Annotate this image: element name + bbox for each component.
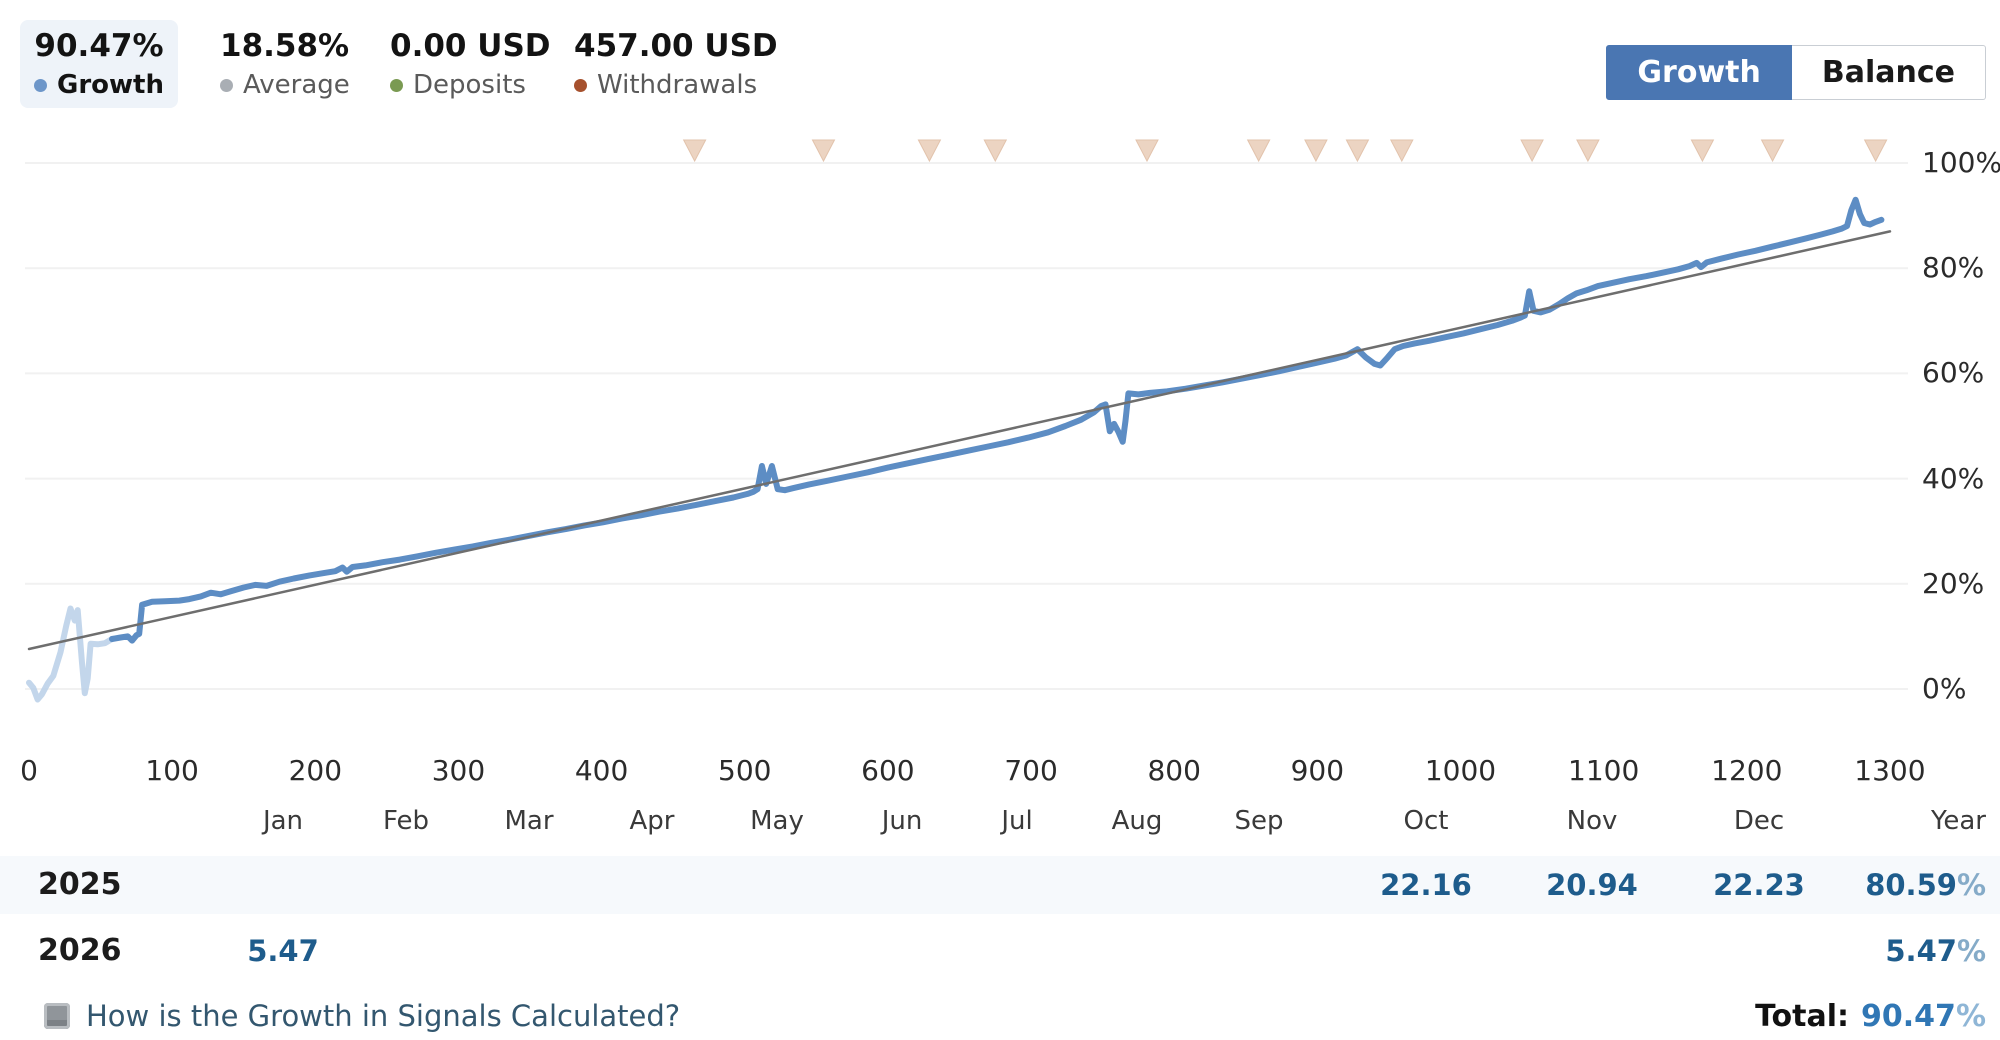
x-tick-400: 400 bbox=[574, 754, 629, 787]
stat-legend: Withdrawals bbox=[574, 70, 778, 100]
month-label-aug: Aug bbox=[1111, 806, 1163, 836]
month-label-oct: Oct bbox=[1403, 806, 1449, 836]
month-label-apr: Apr bbox=[629, 806, 675, 836]
total-label: Total: bbox=[1755, 998, 1850, 1034]
growth-tab-button[interactable]: Growth bbox=[1606, 45, 1792, 100]
stat-value: 90.47% bbox=[34, 28, 164, 64]
stats-row: 90.47% Growth 18.58% Average 0.00 USD Deposit… bbox=[0, 0, 1700, 110]
month-label-feb: Feb bbox=[382, 806, 430, 836]
cell-2026-jan: 5.47 bbox=[247, 934, 319, 968]
x-tick-1300: 1300 bbox=[1854, 754, 1926, 787]
stat-label: Average bbox=[243, 70, 350, 100]
growth-dot-icon bbox=[34, 78, 47, 92]
month-label-may: May bbox=[750, 806, 804, 836]
event-marker-icon bbox=[917, 139, 942, 163]
y-tick-20%: 20% bbox=[1922, 566, 1985, 600]
stat-label: Withdrawals bbox=[597, 70, 758, 100]
x-tick-900: 900 bbox=[1290, 754, 1345, 787]
deposits-dot-icon bbox=[390, 78, 403, 92]
x-tick-100: 100 bbox=[145, 754, 199, 787]
stat-value: 18.58% bbox=[220, 28, 350, 64]
average-dot-icon bbox=[220, 78, 233, 92]
month-label-jan: Jan bbox=[262, 806, 304, 836]
stat-legend: Deposits bbox=[390, 70, 551, 100]
stat-withdrawals[interactable]: 457.00 USD Withdrawals bbox=[574, 28, 778, 100]
cell-2025-nov: 20.94 bbox=[1546, 868, 1638, 902]
event-marker-icon bbox=[1760, 139, 1785, 163]
cell-2025-dec: 22.23 bbox=[1713, 868, 1805, 902]
event-marker-icon bbox=[1389, 139, 1414, 163]
x-tick-200: 200 bbox=[288, 754, 343, 787]
withdrawals-dot-icon bbox=[574, 78, 587, 92]
balance-tab-button[interactable]: Balance bbox=[1791, 45, 1986, 100]
x-tick-1000: 1000 bbox=[1424, 754, 1497, 787]
event-marker-icon bbox=[1246, 139, 1271, 163]
y-tick-60%: 60% bbox=[1922, 356, 1985, 390]
month-label-jul: Jul bbox=[1001, 806, 1033, 836]
row-year-label: 2026 bbox=[38, 933, 122, 968]
growth-early-line bbox=[26, 605, 115, 703]
stat-legend: Average bbox=[220, 70, 350, 100]
event-marker-icon bbox=[1345, 139, 1370, 163]
stat-deposits[interactable]: 0.00 USD Deposits bbox=[390, 28, 551, 100]
month-label-jun: Jun bbox=[881, 806, 923, 836]
stat-label: Deposits bbox=[413, 70, 526, 100]
stat-growth[interactable]: 90.47% Growth bbox=[20, 20, 178, 108]
x-tick-600: 600 bbox=[861, 754, 915, 787]
stat-value: 457.00 USD bbox=[574, 28, 778, 64]
event-marker-icon bbox=[1304, 139, 1328, 163]
event-marker-icon bbox=[1576, 139, 1600, 163]
event-marker-icon bbox=[811, 139, 836, 163]
y-tick-40%: 40% bbox=[1922, 461, 1985, 495]
cell-2025-oct: 22.16 bbox=[1380, 868, 1472, 902]
stat-average[interactable]: 18.58% Average bbox=[220, 28, 350, 100]
total-growth: Total: 90.47% bbox=[1755, 992, 1986, 1040]
x-tick-1200: 1200 bbox=[1711, 754, 1783, 787]
month-label-dec: Dec bbox=[1733, 806, 1785, 836]
row-year-label: 2025 bbox=[38, 867, 122, 902]
event-marker-icon bbox=[983, 139, 1008, 163]
event-marker-icon bbox=[1135, 139, 1159, 163]
footer: How is the Growth in Signals Calculated?… bbox=[0, 992, 2000, 1040]
year-column-label: Year bbox=[1930, 806, 1986, 836]
table-row-2026: 2026 5.47 5.47% bbox=[0, 922, 2000, 980]
y-tick-100%: 100% bbox=[1922, 146, 2000, 179]
stat-legend: Growth bbox=[34, 70, 164, 100]
y-tick-80%: 80% bbox=[1922, 251, 1985, 285]
video-help-icon bbox=[44, 1003, 70, 1029]
growth-line bbox=[109, 196, 1885, 644]
cell-2025-year-total: 80.59% bbox=[1865, 868, 1986, 902]
stat-value: 0.00 USD bbox=[390, 28, 551, 64]
x-tick-700: 700 bbox=[1004, 754, 1058, 787]
event-marker-icon bbox=[1690, 139, 1715, 163]
event-marker-icon bbox=[1863, 139, 1888, 163]
y-tick-0%: 0% bbox=[1922, 672, 1967, 705]
stat-label: Growth bbox=[57, 70, 164, 100]
month-label-nov: Nov bbox=[1566, 806, 1618, 836]
event-marker-icon bbox=[1520, 139, 1544, 163]
growth-help-text: How is the Growth in Signals Calculated? bbox=[86, 999, 681, 1033]
average-trend-line bbox=[27, 230, 1892, 651]
chart-mode-toggle: Growth Balance bbox=[1606, 45, 1986, 100]
table-row-2025: 2025 22.16 20.94 22.23 80.59% bbox=[0, 856, 2000, 914]
event-marker-icon bbox=[682, 139, 707, 163]
total-value: 90.47% bbox=[1861, 998, 1986, 1034]
x-tick-0: 0 bbox=[20, 754, 38, 787]
growth-chart bbox=[25, 139, 1908, 703]
month-label-sep: Sep bbox=[1234, 806, 1284, 836]
x-tick-500: 500 bbox=[718, 754, 772, 787]
x-tick-300: 300 bbox=[431, 754, 486, 787]
x-tick-800: 800 bbox=[1147, 754, 1201, 787]
month-label-mar: Mar bbox=[504, 806, 554, 836]
cell-2026-year-total: 5.47% bbox=[1885, 934, 1986, 968]
x-tick-1100: 1100 bbox=[1568, 754, 1640, 787]
growth-help-link[interactable]: How is the Growth in Signals Calculated? bbox=[44, 992, 680, 1040]
